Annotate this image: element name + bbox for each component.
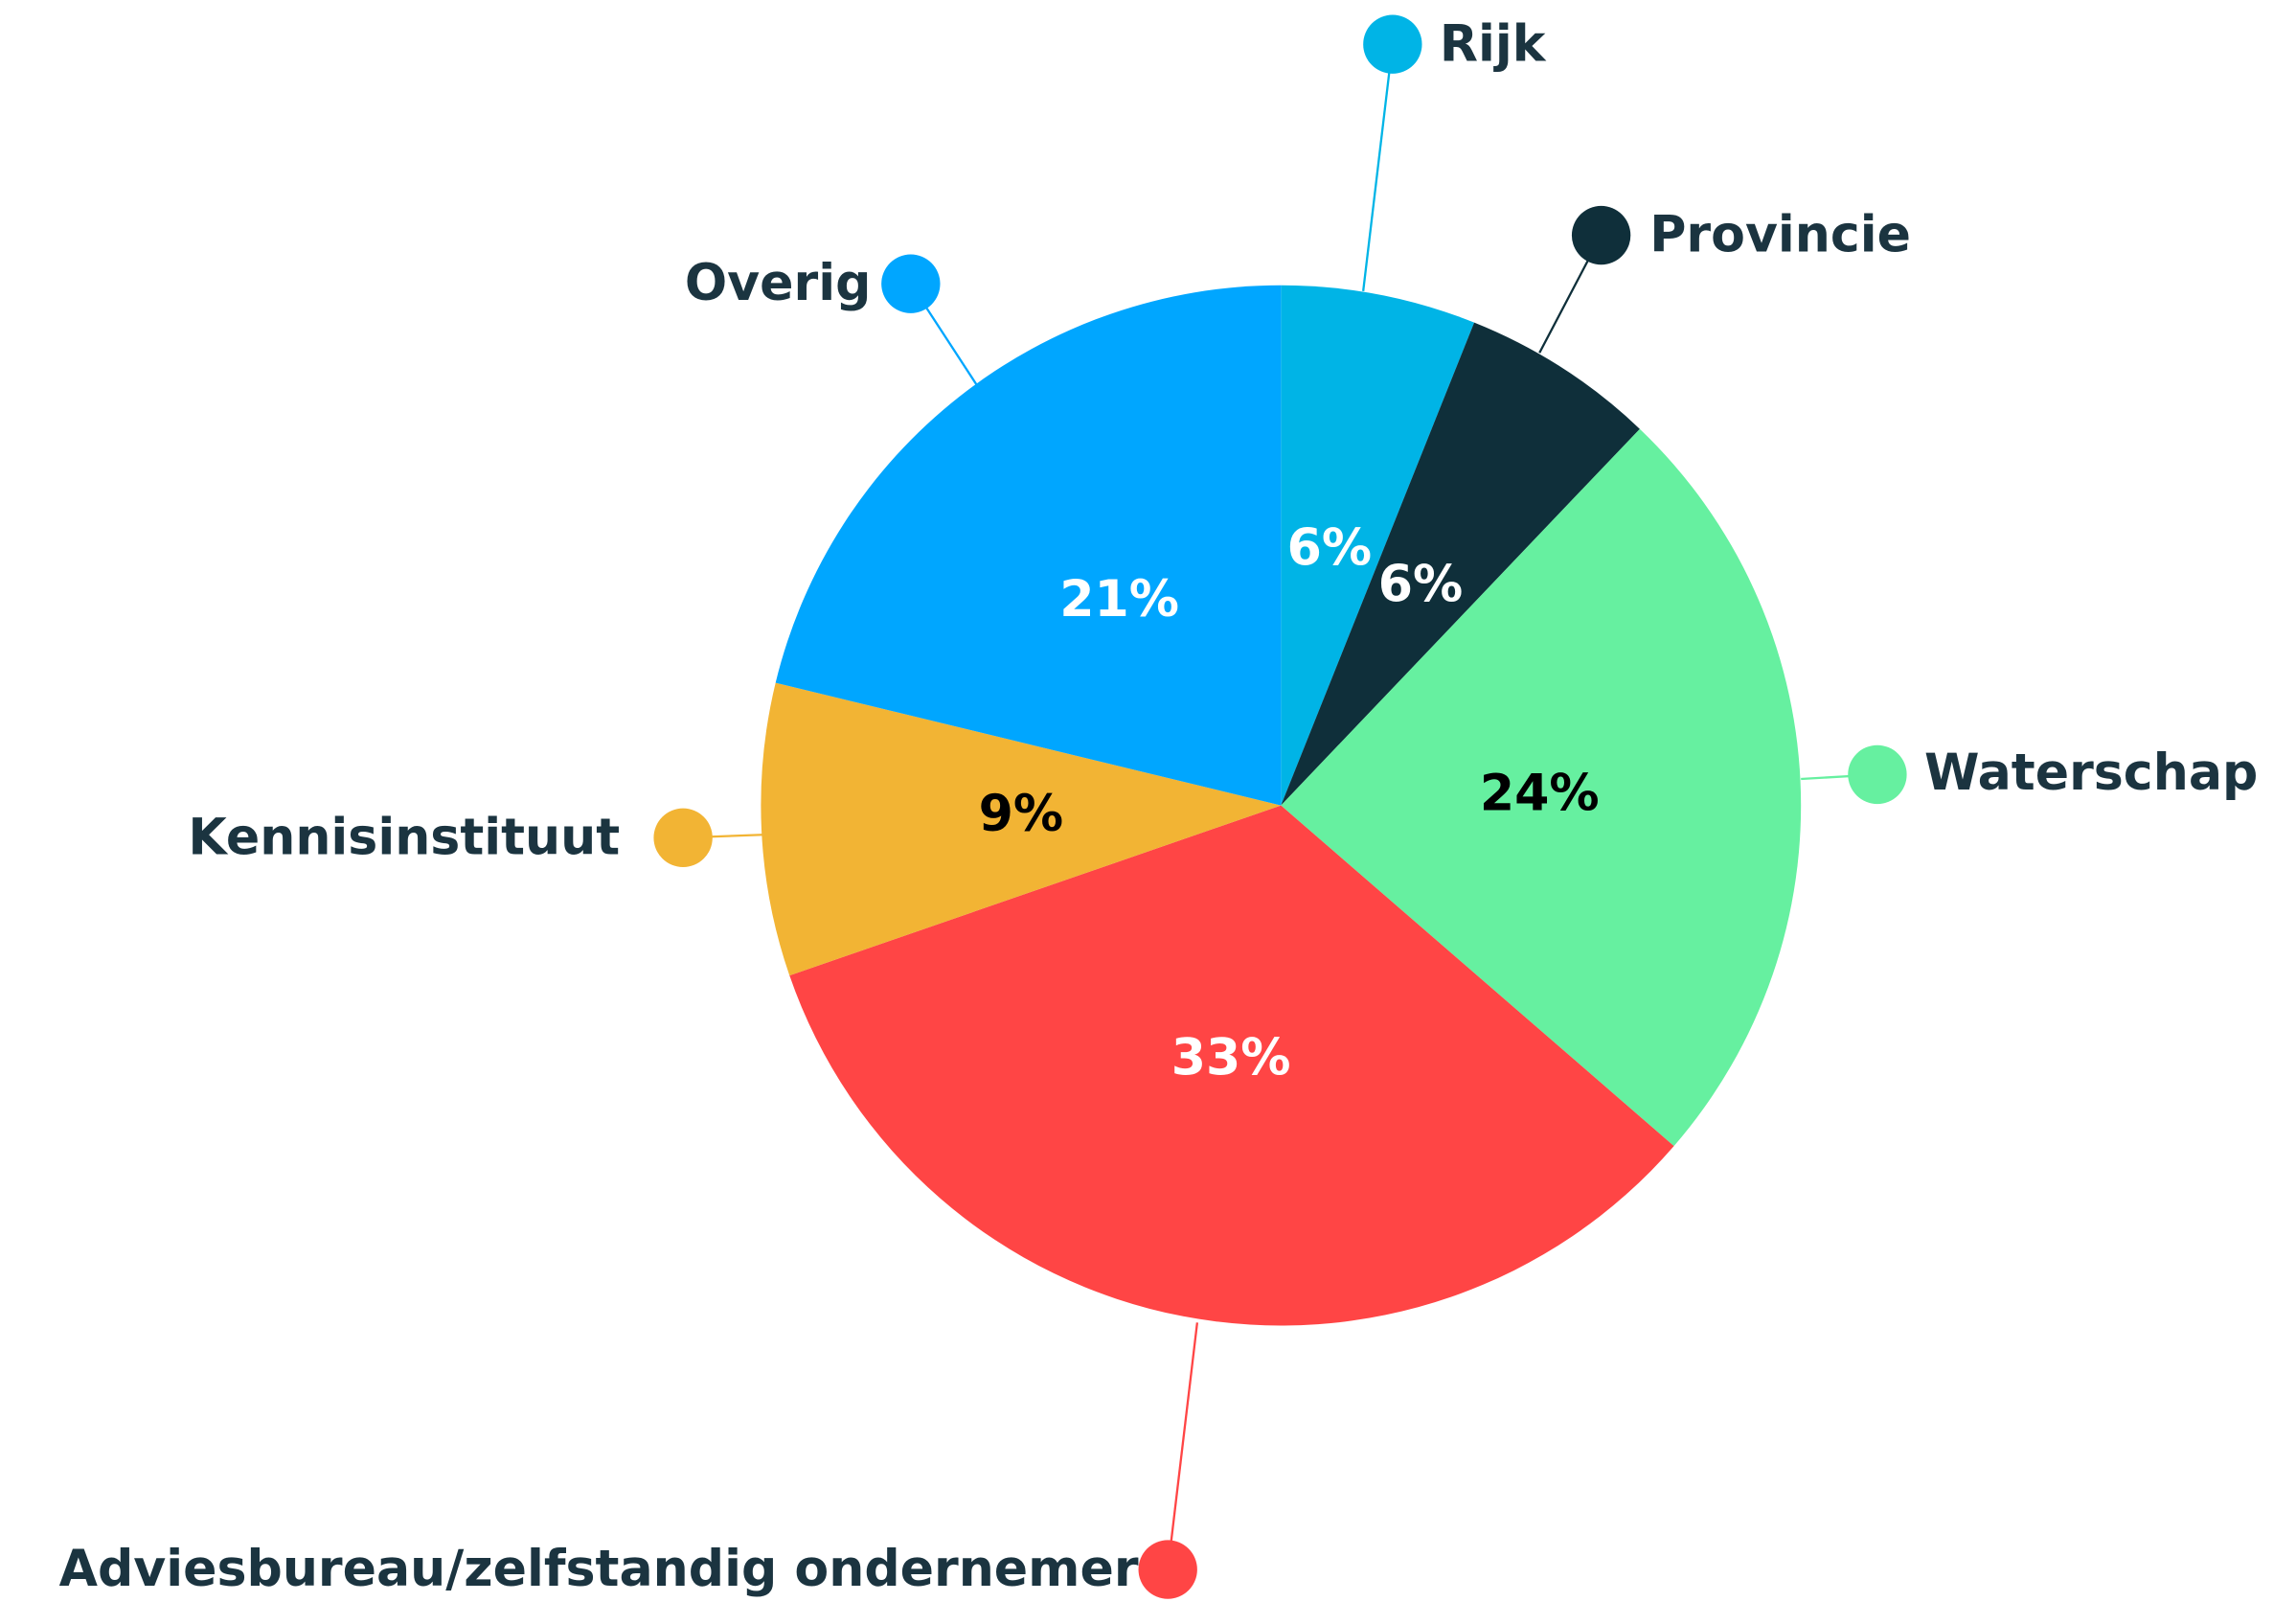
pie-slice xyxy=(1281,322,1640,806)
value-label: 33% xyxy=(1171,1029,1291,1087)
value-label: 24% xyxy=(1480,765,1600,822)
category-label: Adviesbureau/zelfstandig ondernemer xyxy=(59,1541,1139,1598)
pie-slice xyxy=(1281,285,1475,806)
leader-line xyxy=(1167,1322,1199,1570)
legend-dot xyxy=(881,254,941,313)
category-label: Overig xyxy=(685,255,872,312)
legend-dot xyxy=(1363,14,1422,74)
category-label: Provincie xyxy=(1649,207,1911,264)
category-label: Waterschap xyxy=(1924,744,2258,802)
legend-dot xyxy=(653,808,713,868)
pie-slice xyxy=(789,805,1674,1326)
value-label: 6% xyxy=(1378,557,1464,614)
leader-line xyxy=(1362,44,1394,291)
legend-dot xyxy=(1138,1540,1197,1599)
pie-slice xyxy=(761,682,1282,976)
value-label: 6% xyxy=(1287,519,1373,577)
category-label: Kennisinstituut xyxy=(188,809,620,866)
value-label: 9% xyxy=(979,786,1063,843)
pie-slice xyxy=(775,285,1282,806)
value-label: 21% xyxy=(1059,571,1179,629)
pie-slice xyxy=(1281,428,1802,1147)
legend-dot xyxy=(1848,744,1907,805)
category-label: Rijk xyxy=(1440,15,1547,73)
legend-dot xyxy=(1571,205,1631,265)
